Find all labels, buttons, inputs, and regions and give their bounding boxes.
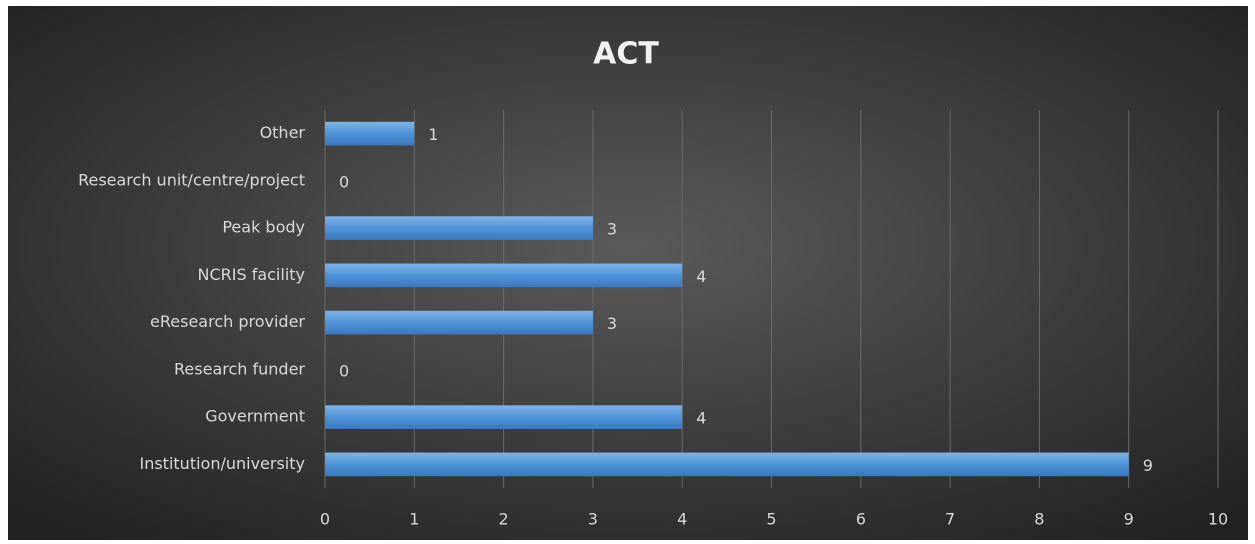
data-label: 4 [696, 267, 706, 286]
data-label: 0 [339, 361, 349, 380]
bar [325, 405, 683, 429]
y-tick-label: Peak body [222, 218, 305, 237]
bar [325, 452, 1129, 477]
bar [325, 121, 415, 146]
data-label: 1 [428, 125, 438, 144]
y-tick-label: Other [260, 123, 306, 142]
x-tick-label: 0 [320, 510, 330, 529]
x-tick-label: 6 [856, 510, 866, 529]
y-tick-label: eResearch provider [150, 312, 305, 331]
data-label: 4 [696, 409, 706, 428]
bar [325, 310, 593, 335]
x-tick-label: 9 [1124, 510, 1134, 529]
x-tick-label: 7 [945, 510, 955, 529]
bar [325, 263, 683, 288]
y-tick-label: Research funder [174, 359, 305, 378]
x-tick-label: 5 [766, 510, 776, 529]
data-label: 0 [339, 172, 349, 191]
x-tick-label: 4 [677, 510, 687, 529]
y-tick-label: Institution/university [139, 454, 305, 473]
x-tick-label: 8 [1034, 510, 1044, 529]
x-tick-label: 3 [588, 510, 598, 529]
y-tick-label: NCRIS facility [197, 265, 305, 284]
bar [325, 216, 593, 240]
chart-title: ACT [593, 37, 659, 72]
data-label: 9 [1143, 456, 1153, 475]
x-tick-label: 2 [499, 510, 509, 529]
data-label: 3 [607, 314, 617, 333]
y-tick-label: Government [205, 407, 305, 426]
x-tick-label: 10 [1208, 510, 1228, 529]
x-tick-label: 1 [409, 510, 419, 529]
y-tick-label: Research unit/centre/project [78, 170, 305, 189]
data-label: 3 [607, 220, 617, 239]
